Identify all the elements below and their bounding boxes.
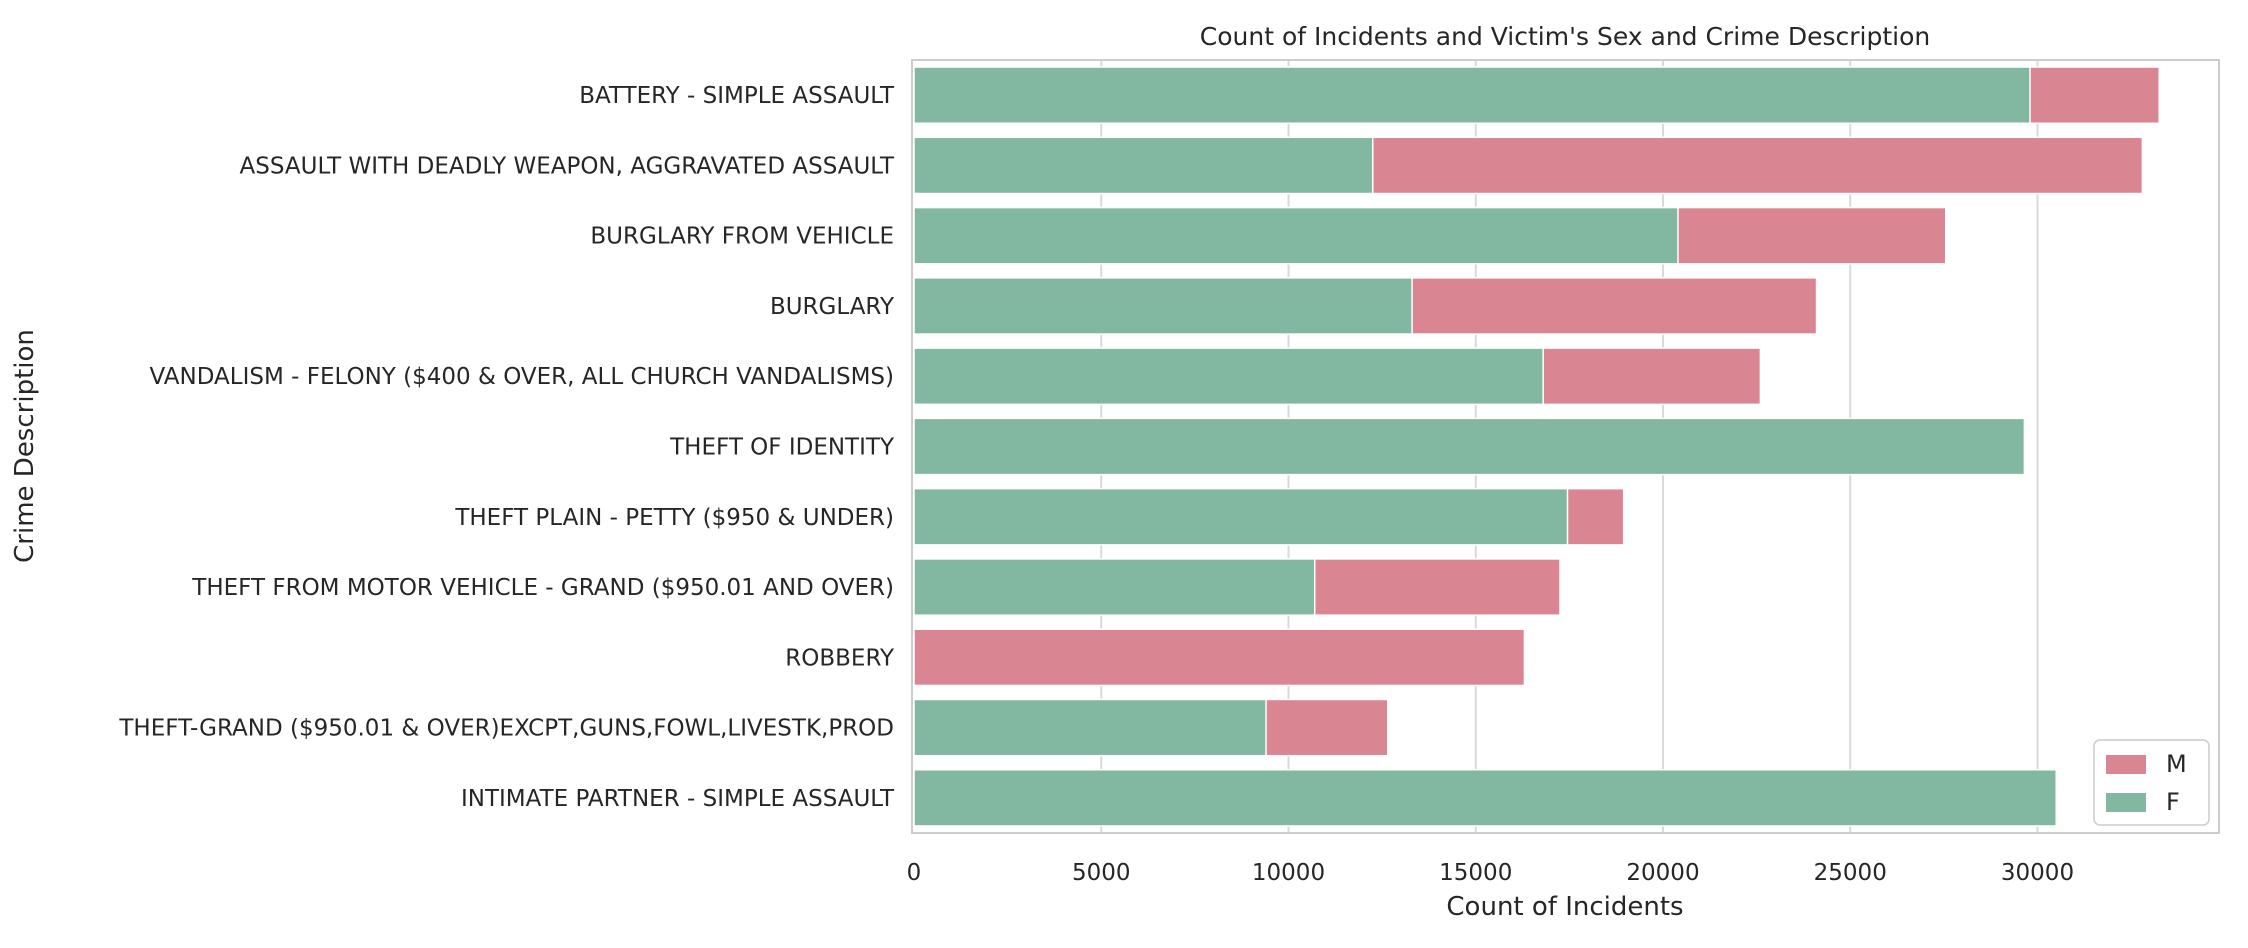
- x-tick-label-25000: 25000: [1814, 860, 1887, 886]
- bar-f-6: [914, 489, 1568, 545]
- category-label-2: BURGLARY FROM VEHICLE: [590, 224, 894, 250]
- category-label-3: BURGLARY: [770, 294, 895, 320]
- x-tick-label-30000: 30000: [2001, 860, 2074, 886]
- bar-f-5: [914, 418, 2024, 474]
- legend-frame: [2094, 740, 2209, 825]
- bar-m-8: [914, 629, 1524, 685]
- legend-label-f: F: [2166, 788, 2180, 816]
- x-tick-label-5000: 5000: [1072, 860, 1131, 886]
- bar-f-9: [914, 699, 1266, 755]
- category-label-4: VANDALISM - FELONY ($400 & OVER, ALL CHU…: [150, 364, 894, 390]
- x-axis-label: Count of Incidents: [1446, 892, 1683, 922]
- legend: M F: [2094, 740, 2209, 825]
- bar-f-3: [914, 278, 1412, 334]
- category-label-0: BATTERY - SIMPLE ASSAULT: [579, 83, 895, 109]
- legend-label-m: M: [2166, 750, 2187, 778]
- bar-f-0: [914, 67, 2030, 123]
- chart-title: Count of Incidents and Victim's Sex and …: [1200, 22, 1930, 51]
- category-label-5: THEFT OF IDENTITY: [669, 435, 895, 461]
- legend-swatch-m: [2106, 755, 2146, 774]
- bar-f-2: [914, 208, 1678, 264]
- category-label-10: INTIMATE PARTNER - SIMPLE ASSAULT: [461, 786, 895, 812]
- x-tick-label-10000: 10000: [1252, 860, 1325, 886]
- x-tick-label-15000: 15000: [1439, 860, 1512, 886]
- category-label-8: ROBBERY: [785, 645, 895, 671]
- category-label-1: ASSAULT WITH DEADLY WEAPON, AGGRAVATED A…: [240, 153, 895, 179]
- bar-f-1: [914, 137, 1373, 193]
- bar-f-7: [914, 559, 1315, 615]
- category-label-9: THEFT-GRAND ($950.01 & OVER)EXCPT,GUNS,F…: [118, 716, 894, 742]
- category-label-7: THEFT FROM MOTOR VEHICLE - GRAND ($950.0…: [191, 575, 894, 601]
- category-label-6: THEFT PLAIN - PETTY ($950 & UNDER): [454, 505, 894, 531]
- legend-swatch-f: [2106, 793, 2146, 812]
- bar-f-4: [914, 348, 1543, 404]
- x-tick-label-20000: 20000: [1626, 860, 1699, 886]
- y-axis-label: Crime Description: [10, 329, 40, 563]
- x-tick-label-0: 0: [907, 860, 922, 886]
- bar-f-10: [914, 770, 2056, 826]
